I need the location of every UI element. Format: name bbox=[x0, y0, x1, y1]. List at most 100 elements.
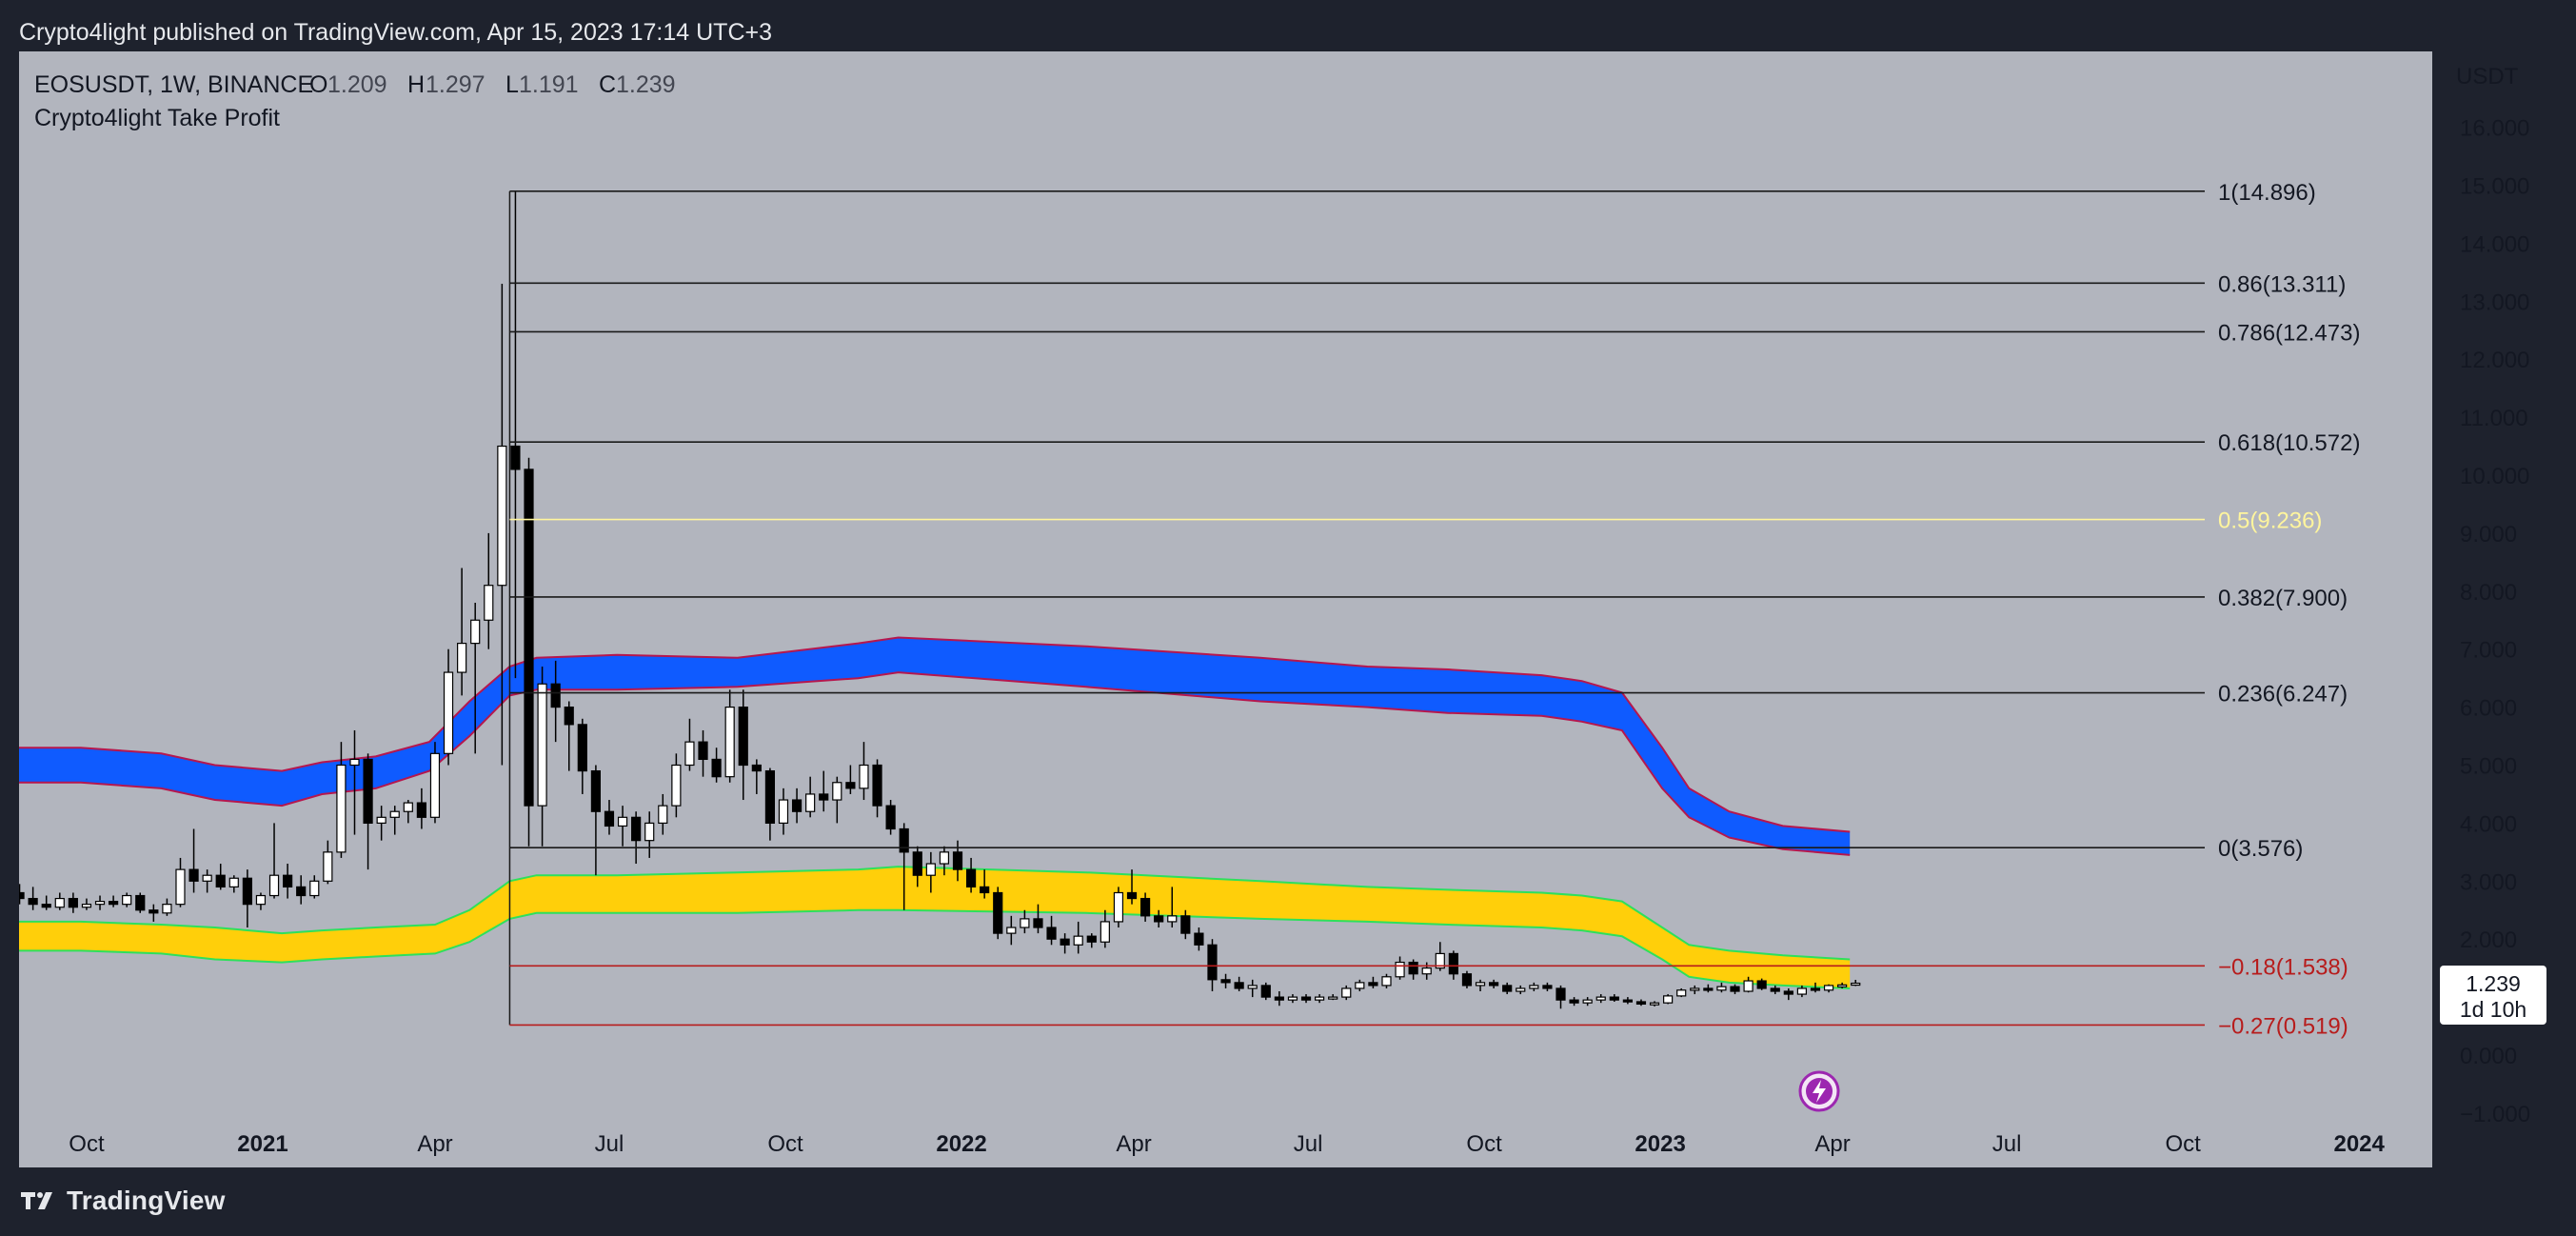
candle[interactable] bbox=[524, 457, 534, 847]
chart-pane[interactable] bbox=[19, 51, 2432, 1167]
candle[interactable] bbox=[1851, 980, 1861, 987]
candle[interactable] bbox=[202, 869, 212, 893]
candle[interactable] bbox=[1287, 994, 1298, 1004]
chart-canvas[interactable]: 1(14.896) 0.86(13.311) 0.786(12.473) 0.618(… bbox=[0, 0, 2576, 1167]
candle[interactable] bbox=[590, 765, 602, 876]
candle[interactable] bbox=[1676, 987, 1687, 998]
candle[interactable] bbox=[859, 742, 869, 801]
candle[interactable] bbox=[1006, 915, 1017, 946]
candle[interactable] bbox=[912, 846, 922, 887]
candle[interactable] bbox=[1649, 1001, 1660, 1007]
candle[interactable] bbox=[1194, 927, 1204, 951]
candle[interactable] bbox=[1300, 994, 1312, 1004]
candle[interactable] bbox=[550, 660, 561, 743]
candle[interactable] bbox=[94, 895, 106, 910]
candle[interactable] bbox=[1743, 976, 1754, 993]
candle[interactable] bbox=[885, 800, 896, 835]
symbol-line[interactable]: EOSUSDT, 1W, BINANCE bbox=[34, 71, 313, 98]
event-lightning-icon[interactable] bbox=[1798, 1070, 1840, 1112]
candle[interactable] bbox=[336, 742, 347, 858]
candle[interactable] bbox=[175, 857, 186, 907]
candle[interactable] bbox=[403, 800, 413, 824]
candles[interactable] bbox=[0, 190, 1861, 1009]
candle[interactable] bbox=[1139, 892, 1151, 922]
candle[interactable] bbox=[2, 875, 10, 898]
price-axis[interactable]: USDT 16.000 15.000 14.000 13.000 12.000 11.000… bbox=[2456, 64, 2530, 1127]
candle[interactable] bbox=[1730, 984, 1740, 995]
candle[interactable] bbox=[1595, 994, 1606, 1004]
candle[interactable] bbox=[711, 748, 722, 783]
candle[interactable] bbox=[1635, 999, 1647, 1007]
candle[interactable] bbox=[457, 568, 467, 696]
candle[interactable] bbox=[819, 770, 829, 812]
candle[interactable] bbox=[1783, 987, 1793, 1001]
candle[interactable] bbox=[1796, 985, 1808, 998]
candle[interactable] bbox=[389, 806, 400, 835]
candle[interactable] bbox=[1408, 959, 1418, 980]
candle[interactable] bbox=[899, 823, 909, 910]
candle[interactable] bbox=[617, 806, 628, 847]
candle[interactable] bbox=[349, 729, 360, 835]
candle[interactable] bbox=[108, 895, 119, 907]
candle[interactable] bbox=[215, 864, 226, 890]
candle[interactable] bbox=[470, 602, 481, 754]
candle[interactable] bbox=[965, 857, 977, 893]
candle[interactable] bbox=[1703, 984, 1714, 993]
candle[interactable] bbox=[1126, 869, 1138, 905]
candle[interactable] bbox=[443, 648, 454, 766]
candle[interactable] bbox=[1622, 997, 1633, 1005]
candle[interactable] bbox=[1529, 982, 1539, 992]
candle[interactable] bbox=[81, 898, 92, 910]
candle[interactable] bbox=[1046, 915, 1057, 946]
candle[interactable] bbox=[323, 840, 333, 885]
candle[interactable] bbox=[268, 823, 280, 899]
candle[interactable] bbox=[1475, 979, 1486, 992]
candle[interactable] bbox=[283, 864, 293, 899]
candle[interactable] bbox=[738, 689, 748, 801]
candle[interactable] bbox=[68, 892, 78, 913]
candle[interactable] bbox=[1341, 985, 1352, 1001]
candle[interactable] bbox=[832, 776, 842, 824]
candle[interactable] bbox=[296, 875, 307, 905]
candle[interactable] bbox=[1033, 904, 1043, 934]
candle[interactable] bbox=[429, 742, 441, 824]
candle[interactable] bbox=[1274, 991, 1284, 1007]
candle[interactable] bbox=[1060, 933, 1070, 954]
candle[interactable] bbox=[1381, 973, 1392, 988]
candle[interactable] bbox=[698, 729, 708, 777]
candle[interactable] bbox=[1100, 909, 1110, 948]
candle[interactable] bbox=[1247, 979, 1258, 998]
candle[interactable] bbox=[1355, 979, 1365, 992]
candle[interactable] bbox=[631, 811, 642, 865]
candle[interactable] bbox=[363, 753, 373, 870]
candle[interactable] bbox=[1823, 984, 1834, 993]
candle[interactable] bbox=[416, 787, 426, 829]
candle[interactable] bbox=[1461, 970, 1473, 988]
candle[interactable] bbox=[1234, 976, 1244, 992]
candle[interactable] bbox=[1220, 973, 1231, 988]
candle[interactable] bbox=[1086, 933, 1097, 948]
candle[interactable] bbox=[658, 793, 668, 835]
candle[interactable] bbox=[764, 768, 776, 841]
candle[interactable] bbox=[1395, 956, 1405, 980]
candle[interactable] bbox=[1180, 909, 1191, 940]
candle[interactable] bbox=[1582, 997, 1593, 1007]
plot-area[interactable] bbox=[0, 190, 1861, 1009]
candle[interactable] bbox=[1837, 982, 1848, 988]
candle[interactable] bbox=[1756, 978, 1767, 990]
candle[interactable] bbox=[1020, 909, 1030, 934]
candle[interactable] bbox=[1314, 994, 1325, 1004]
candle[interactable] bbox=[54, 892, 65, 910]
candle[interactable] bbox=[255, 892, 267, 910]
candle[interactable] bbox=[1690, 985, 1700, 995]
candle[interactable] bbox=[1569, 997, 1579, 1007]
candle[interactable] bbox=[41, 895, 51, 910]
candle[interactable] bbox=[1328, 994, 1338, 1001]
indicator-name[interactable]: Crypto4light Take Profit bbox=[34, 105, 280, 131]
candle[interactable] bbox=[1154, 909, 1164, 928]
candle[interactable] bbox=[1716, 982, 1727, 993]
candle[interactable] bbox=[1502, 982, 1513, 995]
candle[interactable] bbox=[1260, 982, 1271, 1001]
candle[interactable] bbox=[805, 776, 816, 818]
